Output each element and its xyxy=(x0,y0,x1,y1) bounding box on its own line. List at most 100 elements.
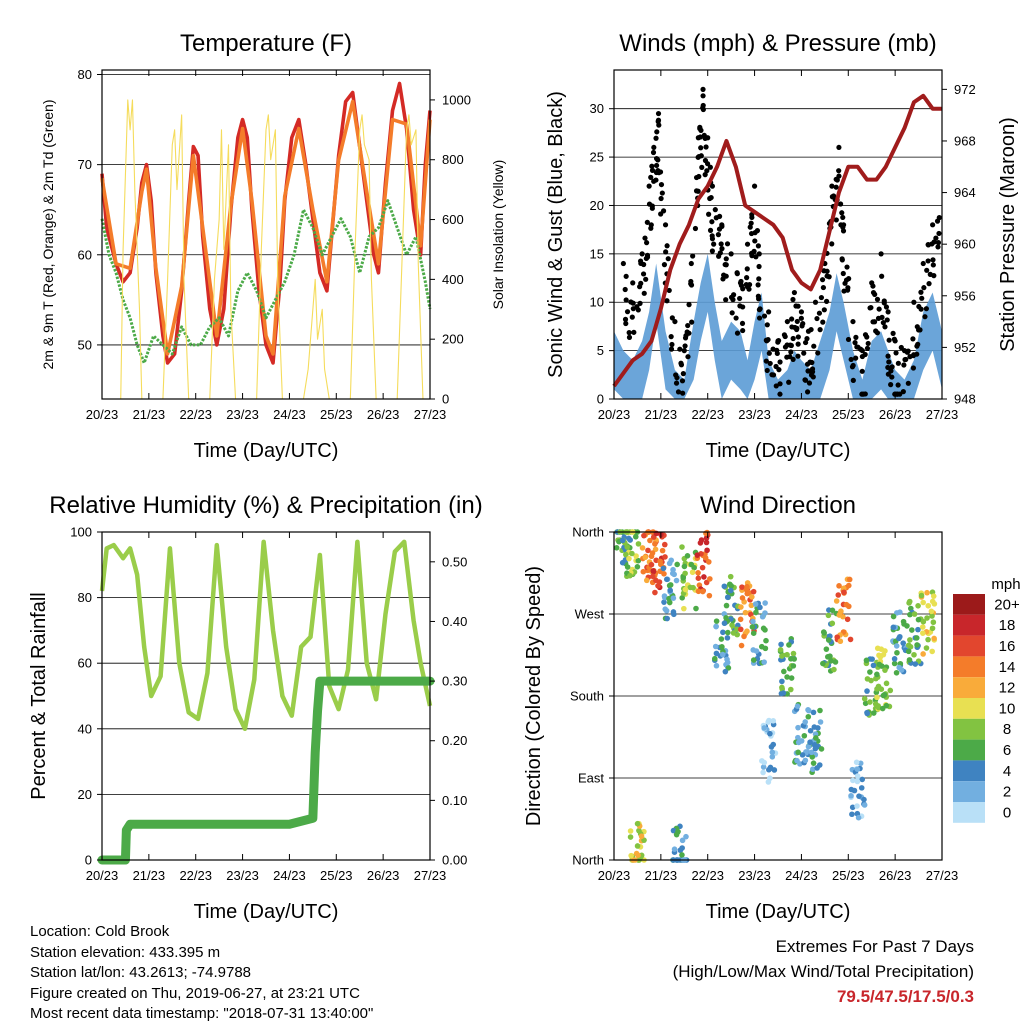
gust-point xyxy=(829,183,835,189)
direction-point xyxy=(721,583,728,590)
gust-point xyxy=(910,365,917,371)
direction-point xyxy=(682,570,688,577)
x-tick-label: 22/23 xyxy=(179,407,212,422)
gust-point xyxy=(740,327,746,334)
direction-point xyxy=(664,615,670,622)
gust-point xyxy=(623,297,629,303)
direction-point xyxy=(906,598,913,605)
x-tick-label: 24/23 xyxy=(785,868,818,883)
direction-point xyxy=(801,732,808,739)
direction-point xyxy=(695,569,701,576)
direction-point xyxy=(794,703,801,709)
gust-point xyxy=(642,235,648,241)
direction-point xyxy=(882,648,888,654)
gust-point xyxy=(933,235,939,241)
gust-point xyxy=(644,219,650,225)
direction-point xyxy=(724,659,731,666)
gust-point xyxy=(901,348,908,354)
direction-point xyxy=(749,624,756,630)
direction-point xyxy=(679,594,685,601)
gust-point xyxy=(702,172,708,178)
y2-tick-label: 800 xyxy=(442,152,464,167)
direction-point xyxy=(642,554,649,561)
direction-point xyxy=(760,764,767,770)
gust-point xyxy=(723,262,729,268)
gust-point xyxy=(766,309,772,315)
y2-tick-label: 600 xyxy=(442,212,464,227)
gust-point xyxy=(746,282,753,288)
direction-point xyxy=(721,620,728,627)
gust-point xyxy=(693,188,700,194)
gust-point xyxy=(859,348,865,354)
direction-point xyxy=(643,577,650,584)
direction-point xyxy=(670,566,676,573)
direction-point xyxy=(703,539,710,546)
direction-point xyxy=(883,680,890,687)
y-tick-label: East xyxy=(578,771,604,786)
direction-point xyxy=(788,675,795,681)
direction-point xyxy=(893,669,900,676)
gust-point xyxy=(784,318,790,325)
gust-point xyxy=(719,222,725,228)
gust-point xyxy=(731,292,737,298)
gust-point xyxy=(648,222,654,228)
direction-point xyxy=(864,688,870,694)
direction-point xyxy=(854,803,860,809)
direction-point xyxy=(807,739,813,746)
gust-point xyxy=(930,262,936,268)
gust-point xyxy=(624,309,631,315)
x-tick-label: 24/23 xyxy=(785,407,818,422)
gust-point xyxy=(664,298,670,304)
gust-point xyxy=(661,262,668,268)
gust-point xyxy=(802,339,809,346)
gust-point xyxy=(643,276,649,282)
gust-point xyxy=(658,181,665,188)
gust-point xyxy=(930,257,936,263)
gust-point xyxy=(649,167,656,173)
x-tick-label: 21/23 xyxy=(133,407,166,422)
direction-point xyxy=(808,749,815,756)
gust-point xyxy=(635,307,641,313)
direction-point xyxy=(673,831,680,838)
direction-point xyxy=(737,626,744,633)
chart-panel-4: 20/23 21/23 22/23 23/23 24/23 25/23 26/23 27/23… xyxy=(523,492,1021,923)
direction-point xyxy=(894,649,900,656)
direction-point xyxy=(867,699,873,705)
gust-point xyxy=(650,149,657,156)
gust-point xyxy=(789,316,795,322)
direction-point xyxy=(670,595,677,601)
gust-point xyxy=(862,391,868,397)
direction-point xyxy=(795,749,801,756)
direction-point xyxy=(875,704,882,711)
gust-point xyxy=(682,343,688,349)
gust-point xyxy=(885,309,891,315)
direction-point xyxy=(929,648,935,655)
gust-point xyxy=(795,341,801,347)
gust-point xyxy=(870,319,876,325)
gust-point xyxy=(672,318,678,325)
direction-point xyxy=(638,833,645,840)
direction-point xyxy=(864,676,871,682)
y2-tick-label: 960 xyxy=(954,237,976,252)
x-tick-label: 20/23 xyxy=(598,868,631,883)
gust-point xyxy=(747,224,753,230)
x-tick-label: 24/23 xyxy=(273,407,306,422)
gust-point xyxy=(680,371,686,377)
gust-point xyxy=(770,346,776,352)
y-tick-label: 40 xyxy=(78,721,92,736)
direction-point xyxy=(625,535,632,542)
direction-point xyxy=(882,667,888,673)
y2-tick-label: 0.20 xyxy=(442,733,467,748)
gust-point xyxy=(885,353,891,359)
gust-point xyxy=(648,174,654,180)
direction-point xyxy=(679,845,685,851)
gust-point xyxy=(675,389,682,395)
x-tick-label: 20/23 xyxy=(598,407,631,422)
direction-point xyxy=(911,611,918,617)
direction-point xyxy=(912,661,919,667)
gust-point xyxy=(623,273,629,279)
gust-point xyxy=(824,273,830,279)
gust-point xyxy=(823,298,830,304)
y2-tick-label: 1000 xyxy=(442,92,471,107)
direction-point xyxy=(909,627,915,633)
